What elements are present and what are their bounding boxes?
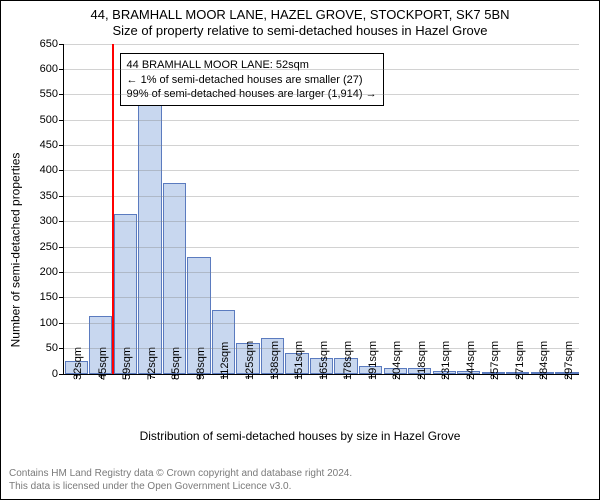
y-tick-label: 0 [52, 368, 64, 380]
histogram-bar [163, 183, 186, 373]
page-title: 44, BRAMHALL MOOR LANE, HAZEL GROVE, STO… [1, 7, 599, 23]
y-tick-label: 150 [40, 291, 64, 303]
marker-line [112, 44, 114, 374]
grid-line [64, 297, 579, 298]
y-tick-label: 50 [46, 342, 64, 354]
x-tick-label: 257sqm [489, 340, 501, 379]
grid-line [64, 348, 579, 349]
y-tick-label: 650 [40, 38, 64, 50]
bar-slot: 284sqm [530, 44, 555, 374]
x-tick-label: 284sqm [538, 340, 550, 379]
grid-line [64, 196, 579, 197]
grid-line [64, 44, 579, 45]
x-tick-label: 59sqm [121, 346, 133, 379]
x-tick-label: 244sqm [465, 340, 477, 379]
grid-line [64, 94, 579, 95]
x-tick-label: 85sqm [170, 346, 182, 379]
x-tick-label: 112sqm [219, 341, 231, 379]
y-tick-label: 200 [40, 266, 64, 278]
x-tick-label: 138sqm [269, 340, 281, 379]
grid-line [64, 221, 579, 222]
grid-line [64, 323, 579, 324]
x-tick-label: 204sqm [391, 340, 403, 379]
y-axis-label-container: Number of semi-detached properties [7, 1, 23, 499]
y-tick-label: 450 [40, 139, 64, 151]
x-tick-label: 32sqm [72, 346, 84, 379]
footer-attribution: Contains HM Land Registry data © Crown c… [9, 468, 591, 493]
bar-slot: 244sqm [457, 44, 482, 374]
annotation-line-2: ← 1% of semi-detached houses are smaller… [127, 73, 377, 87]
x-tick-label: 151sqm [293, 340, 305, 379]
x-tick-label: 231sqm [440, 340, 452, 379]
y-tick-label: 100 [40, 317, 64, 329]
y-tick-label: 600 [40, 63, 64, 75]
y-tick-label: 500 [40, 114, 64, 126]
bar-slot: 32sqm [64, 44, 89, 374]
grid-line [64, 145, 579, 146]
bar-slot: 271sqm [506, 44, 531, 374]
x-tick-label: 178sqm [342, 340, 354, 379]
bar-slot: 45sqm [89, 44, 114, 374]
x-tick-label: 297sqm [563, 340, 575, 379]
x-tick-label: 165sqm [318, 340, 330, 379]
y-tick-label: 550 [40, 88, 64, 100]
y-axis-label: Number of semi-detached properties [8, 153, 22, 348]
y-tick-label: 300 [40, 215, 64, 227]
x-tick-label: 125sqm [244, 340, 256, 379]
footer-line-1: Contains HM Land Registry data © Crown c… [9, 468, 591, 481]
grid-line [64, 247, 579, 248]
x-axis-label: Distribution of semi-detached houses by … [1, 429, 599, 443]
grid-line [64, 120, 579, 121]
x-tick-label: 72sqm [146, 346, 158, 379]
x-tick-label: 191sqm [367, 340, 379, 379]
grid-line [64, 170, 579, 171]
bar-slot: 297sqm [555, 44, 580, 374]
bar-slot: 218sqm [407, 44, 432, 374]
plot-area: 32sqm45sqm59sqm72sqm85sqm98sqm112sqm125s… [63, 44, 579, 375]
page-subtitle: Size of property relative to semi-detach… [1, 23, 599, 39]
bar-slot: 204sqm [383, 44, 408, 374]
x-tick-label: 271sqm [514, 340, 526, 379]
bar-slot: 231sqm [432, 44, 457, 374]
x-tick-label: 98sqm [195, 346, 207, 379]
annotation-box: 44 BRAMHALL MOOR LANE: 52sqm ← 1% of sem… [120, 53, 384, 106]
footer-line-2: This data is licensed under the Open Gov… [9, 481, 591, 494]
annotation-line-1: 44 BRAMHALL MOOR LANE: 52sqm [127, 58, 377, 72]
grid-line [64, 272, 579, 273]
chart-container: 44, BRAMHALL MOOR LANE, HAZEL GROVE, STO… [0, 0, 600, 500]
histogram-bar [138, 99, 161, 373]
bar-slot: 257sqm [481, 44, 506, 374]
grid-line [64, 69, 579, 70]
x-tick-label: 218sqm [416, 340, 428, 379]
x-tick-label: 45sqm [97, 346, 109, 379]
y-tick-label: 350 [40, 190, 64, 202]
y-tick-label: 400 [40, 164, 64, 176]
y-tick-label: 250 [40, 241, 64, 253]
